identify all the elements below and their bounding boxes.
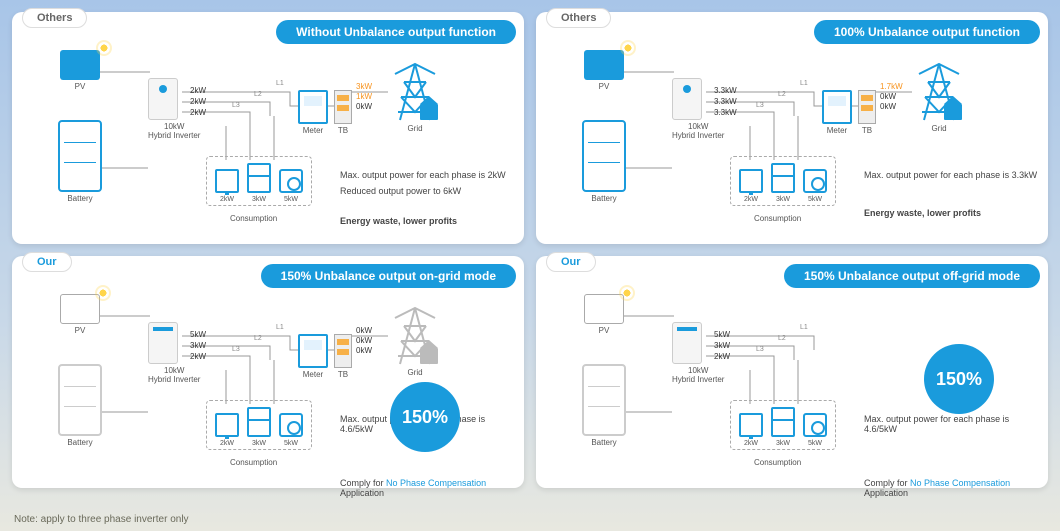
battery-icon: Battery <box>582 364 626 447</box>
panel-p1: Others Without Unbalance output function… <box>12 12 524 244</box>
battery-icon: Battery <box>582 120 626 203</box>
phase-out-val: 3.3kW <box>714 86 737 95</box>
phase-out-val: 2kW <box>190 97 206 106</box>
meter-icon: Meter <box>298 90 328 135</box>
note: Max. output power for each phase is 3.3k… <box>864 170 1037 180</box>
tv-icon <box>215 413 239 437</box>
grid-icon: Grid <box>914 62 964 133</box>
phase-out-val: 3.3kW <box>714 97 737 106</box>
consumption-label: Consumption <box>230 458 277 467</box>
note: Energy waste, lower profits <box>340 216 457 226</box>
pv-icon: PV <box>60 50 100 91</box>
phase-out-val: 2kW <box>190 352 206 361</box>
note: Energy waste, lower profits <box>864 208 981 218</box>
meter-icon: Meter <box>822 90 852 135</box>
consumption-label: Consumption <box>754 214 801 223</box>
percent-badge: 150% <box>390 382 460 452</box>
grid-icon: Grid <box>390 62 440 133</box>
pv-icon: PV <box>584 294 624 335</box>
phase-out-val: 2kW <box>190 86 206 95</box>
note: Reduced output power to 6kW <box>340 186 461 196</box>
note: Max. output power for each phase is 2kW <box>340 170 506 180</box>
consumption-box: 2kW 3kW 5kW <box>206 400 312 450</box>
tb-icon: TB <box>334 334 352 379</box>
panel-p2: Others 100% Unbalance output function PV… <box>536 12 1048 244</box>
consumption-label: Consumption <box>230 214 277 223</box>
phase-out-val: 3kW <box>714 341 730 350</box>
panel-p3: Our 150% Unbalance output on-grid mode P… <box>12 256 524 488</box>
percent-badge: 150% <box>924 344 994 414</box>
grid-flow-val: 0kW <box>356 346 372 355</box>
footer-note: Note: apply to three phase inverter only <box>14 514 189 525</box>
consumption-box: 2kW 3kW 5kW <box>206 156 312 206</box>
grid-flow-val: 0kW <box>356 336 372 345</box>
fridge-icon <box>247 163 271 193</box>
tv-icon <box>215 169 239 193</box>
grid-flow-val: 1kW <box>356 92 372 101</box>
consumption-box: 2kW 3kW 5kW <box>730 156 836 206</box>
infographic-grid: Others Without Unbalance output function… <box>0 0 1060 500</box>
phase-out-val: 5kW <box>714 330 730 339</box>
pv-icon: PV <box>60 294 100 335</box>
phase-out-val: 3.3kW <box>714 108 737 117</box>
note: Max. output power for each phase is 4.6/… <box>864 414 1040 434</box>
grid-flow-val: 1.7kW <box>880 82 903 91</box>
note: Comply for No Phase Compensation Applica… <box>864 478 1040 498</box>
battery-icon: Battery <box>58 120 102 203</box>
grid-icon: Grid <box>390 306 440 377</box>
washer-icon <box>279 413 303 437</box>
pv-icon: PV <box>584 50 624 91</box>
fridge-icon <box>771 163 795 193</box>
fridge-icon <box>247 407 271 437</box>
washer-icon <box>279 169 303 193</box>
tv-icon <box>739 169 763 193</box>
grid-flow-val: 0kW <box>880 102 896 111</box>
grid-flow-val: 0kW <box>880 92 896 101</box>
grid-flow-val: 0kW <box>356 326 372 335</box>
panel-p4: Our 150% Unbalance output off-grid mode … <box>536 256 1048 488</box>
meter-icon: Meter <box>298 334 328 379</box>
grid-flow-val: 3kW <box>356 82 372 91</box>
washer-icon <box>803 413 827 437</box>
grid-flow-val: 0kW <box>356 102 372 111</box>
phase-out-val: 5kW <box>190 330 206 339</box>
washer-icon <box>803 169 827 193</box>
tb-icon: TB <box>858 90 876 135</box>
tv-icon <box>739 413 763 437</box>
battery-icon: Battery <box>58 364 102 447</box>
note: Comply for No Phase Compensation Applica… <box>340 478 516 498</box>
tb-icon: TB <box>334 90 352 135</box>
consumption-label: Consumption <box>754 458 801 467</box>
phase-out-val: 3kW <box>190 341 206 350</box>
phase-out-val: 2kW <box>714 352 730 361</box>
fridge-icon <box>771 407 795 437</box>
phase-out-val: 2kW <box>190 108 206 117</box>
consumption-box: 2kW 3kW 5kW <box>730 400 836 450</box>
